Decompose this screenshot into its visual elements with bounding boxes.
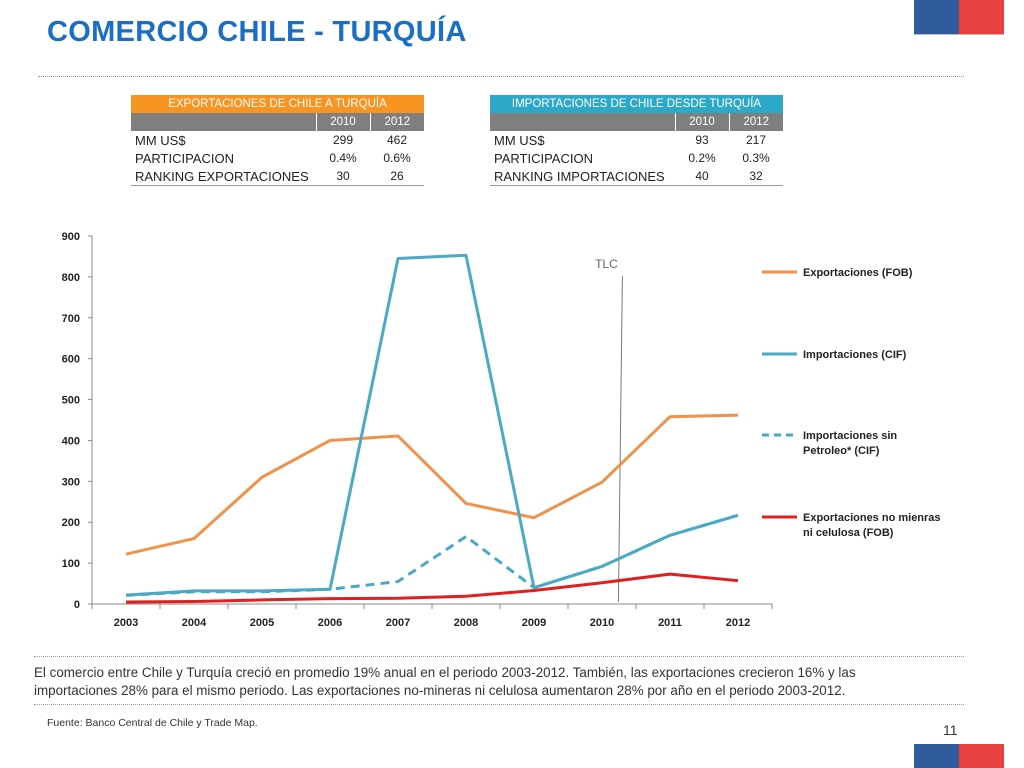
description-divider-bottom bbox=[34, 704, 964, 705]
table-row: MM US$ 299 462 bbox=[131, 131, 424, 149]
exports-row-value: 0.6% bbox=[383, 151, 411, 165]
page-title: COMERCIO CHILE - TURQUÍA bbox=[47, 16, 467, 48]
y-tick-label: 0 bbox=[74, 599, 80, 611]
tlc-marker-line bbox=[617, 275, 623, 603]
exports-row-value: 0.4% bbox=[329, 151, 357, 165]
exports-table-header: EXPORTACIONES DE CHILE A TURQUÍA bbox=[131, 95, 424, 113]
flag-bottom-icon bbox=[914, 744, 1004, 768]
page-number: 11 bbox=[943, 722, 958, 738]
x-tick-label: 2004 bbox=[182, 617, 207, 629]
flag-red-block bbox=[959, 744, 1004, 768]
title-divider bbox=[38, 76, 964, 77]
imports-row-value: 40 bbox=[675, 167, 729, 186]
imports-row-value: 93 bbox=[695, 133, 709, 147]
imports-year-2012: 2012 bbox=[728, 113, 783, 131]
exports-table: EXPORTACIONES DE CHILE A TURQUÍA 2010 20… bbox=[131, 95, 424, 186]
x-tick-label: 2012 bbox=[726, 617, 750, 629]
x-tick-label: 2007 bbox=[386, 617, 410, 629]
exports-year-2010: 2010 bbox=[315, 113, 370, 131]
imports-table-header: IMPORTACIONES DE CHILE DESDE TURQUÍA bbox=[490, 95, 783, 113]
exports-row-value: 299 bbox=[332, 133, 354, 147]
imports-row-label: RANKING IMPORTACIONES bbox=[490, 167, 675, 186]
y-tick-label: 100 bbox=[62, 558, 80, 570]
legend-label-3: Importaciones sin Petroleo* (CIF) bbox=[803, 430, 897, 457]
y-tick-label: 900 bbox=[62, 231, 80, 243]
x-tick-label: 2005 bbox=[250, 617, 274, 629]
exports-row-label: PARTICIPACION bbox=[135, 150, 234, 166]
trade-line-chart: 0 100 200 300 400 500 600 700 800 900 2003 2004 2005… bbox=[62, 231, 941, 629]
imports-years-blank bbox=[490, 113, 675, 131]
y-tick-label: 500 bbox=[62, 395, 80, 407]
y-tick-label: 400 bbox=[62, 435, 80, 447]
exports-year-2012: 2012 bbox=[369, 113, 424, 131]
table-row: PARTICIPACION 0.4% 0.6% bbox=[131, 149, 424, 167]
exports-years-blank bbox=[131, 113, 316, 131]
exports-row-value: 462 bbox=[386, 133, 408, 147]
imports-row-value: 0.3% bbox=[742, 151, 770, 165]
x-tick-label: 2003 bbox=[114, 617, 138, 629]
table-row: MM US$ 93 217 bbox=[490, 131, 783, 149]
x-tick-label: 2006 bbox=[318, 617, 342, 629]
exports-row-label: MM US$ bbox=[135, 132, 186, 148]
source-note: Fuente: Banco Central de Chile y Trade M… bbox=[47, 717, 258, 729]
legend-label-1: Exportaciones (FOB) bbox=[803, 267, 913, 279]
series-line-4 bbox=[125, 572, 739, 604]
series-line-3 bbox=[125, 513, 739, 597]
x-tick-label: 2011 bbox=[658, 617, 682, 629]
series-line-1 bbox=[125, 413, 739, 556]
y-tick-label: 200 bbox=[62, 517, 80, 529]
series-line-2 bbox=[125, 253, 739, 597]
legend-label-2: Importaciones (CIF) bbox=[803, 349, 907, 361]
imports-table: IMPORTACIONES DE CHILE DESDE TURQUÍA 201… bbox=[490, 95, 783, 186]
flag-blue-block bbox=[914, 0, 959, 34]
flag-top-icon bbox=[914, 0, 1004, 35]
flag-red-block bbox=[959, 0, 1004, 34]
exports-row-value: 26 bbox=[370, 167, 424, 186]
exports-row-value: 30 bbox=[316, 167, 370, 186]
imports-row-value: 217 bbox=[745, 133, 767, 147]
chart-description: El comercio entre Chile y Turquía creció… bbox=[34, 665, 856, 698]
flag-blue-block bbox=[914, 744, 959, 768]
y-tick-label: 600 bbox=[62, 354, 80, 366]
imports-row-label: MM US$ bbox=[494, 132, 545, 148]
description-divider-top bbox=[34, 656, 964, 657]
x-tick-label: 2008 bbox=[454, 617, 478, 629]
y-tick-label: 300 bbox=[62, 476, 80, 488]
x-tick-label: 2010 bbox=[590, 617, 614, 629]
x-tick-label: 2009 bbox=[522, 617, 546, 629]
y-tick-label: 700 bbox=[62, 313, 80, 325]
imports-row-value: 0.2% bbox=[688, 151, 716, 165]
imports-year-2010: 2010 bbox=[674, 113, 729, 131]
imports-row-label: PARTICIPACION bbox=[494, 150, 593, 166]
table-row: RANKING EXPORTACIONES 30 26 bbox=[131, 167, 424, 186]
table-row: PARTICIPACION 0.2% 0.3% bbox=[490, 149, 783, 167]
imports-row-value: 32 bbox=[729, 167, 783, 186]
exports-row-label: RANKING EXPORTACIONES bbox=[131, 167, 316, 186]
tlc-annotation-label: TLC bbox=[595, 257, 618, 271]
legend-label-4: Exportaciones no mienras ni celulosa (FOB… bbox=[803, 512, 941, 539]
y-tick-label: 800 bbox=[62, 272, 80, 284]
table-row: RANKING IMPORTACIONES 40 32 bbox=[490, 167, 783, 186]
